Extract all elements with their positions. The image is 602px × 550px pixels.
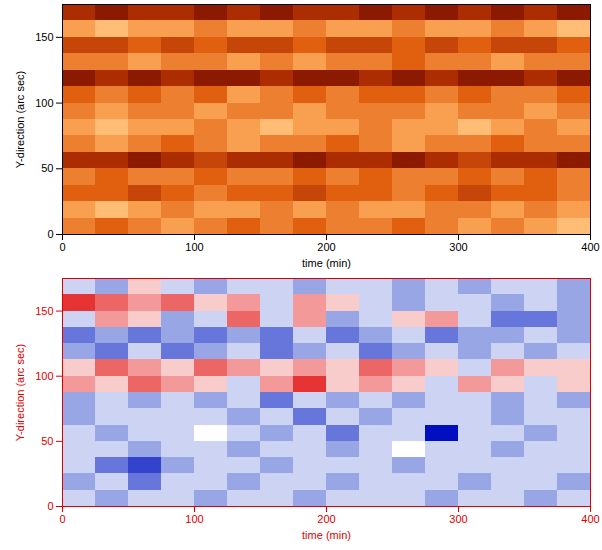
svg-text:time (min): time (min): [302, 257, 351, 269]
svg-text:100: 100: [35, 370, 53, 382]
svg-text:150: 150: [35, 305, 53, 317]
svg-text:200: 200: [317, 241, 335, 253]
svg-text:50: 50: [41, 435, 53, 447]
svg-text:Y-direction (arc sec): Y-direction (arc sec): [14, 344, 26, 441]
svg-text:0: 0: [47, 228, 53, 240]
svg-text:100: 100: [35, 97, 53, 109]
svg-text:100: 100: [185, 241, 203, 253]
svg-text:400: 400: [581, 513, 599, 525]
svg-text:300: 300: [449, 513, 467, 525]
svg-text:100: 100: [185, 513, 203, 525]
svg-text:0: 0: [47, 500, 53, 512]
svg-text:150: 150: [35, 31, 53, 43]
svg-text:400: 400: [581, 241, 599, 253]
svg-text:0: 0: [59, 513, 65, 525]
svg-text:time (min): time (min): [302, 529, 351, 541]
svg-text:200: 200: [317, 513, 335, 525]
svg-text:0: 0: [59, 241, 65, 253]
svg-text:50: 50: [41, 162, 53, 174]
svg-text:Y-direction (arc sec): Y-direction (arc sec): [14, 71, 26, 168]
svg-text:300: 300: [449, 241, 467, 253]
